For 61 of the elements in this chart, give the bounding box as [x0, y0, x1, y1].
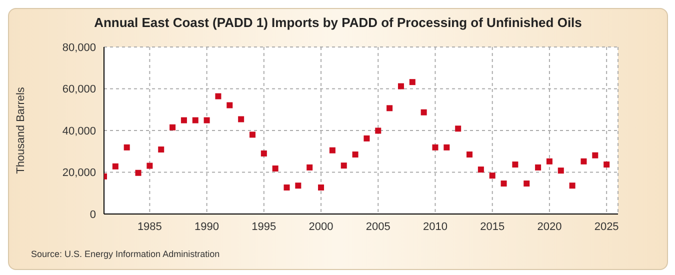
point: [124, 144, 130, 150]
point: [398, 83, 404, 90]
point: [238, 116, 244, 122]
point: [535, 164, 542, 170]
y-tick-label: 80,000: [62, 42, 96, 54]
point: [386, 105, 393, 112]
point: [260, 150, 267, 156]
x-tick-label: 1985: [137, 220, 162, 233]
y-tick-label: 0: [90, 208, 96, 221]
point: [180, 117, 187, 124]
x-tick-label: 2020: [537, 220, 562, 233]
point: [204, 117, 210, 124]
point: [478, 166, 484, 173]
point: [146, 162, 153, 169]
point: [569, 182, 576, 189]
point: [318, 184, 324, 190]
point: [249, 132, 256, 138]
point: [592, 152, 598, 158]
x-tick-label: 2005: [366, 220, 390, 233]
point: [409, 79, 416, 86]
point: [604, 162, 610, 168]
point: [340, 162, 347, 169]
x-tick-label: 2010: [423, 220, 448, 233]
y-axis-title: Thousand Barrels: [14, 86, 27, 174]
point: [272, 165, 278, 172]
point: [170, 124, 176, 130]
source-note: Source: U.S. Energy Information Administration: [31, 249, 220, 259]
point: [158, 146, 164, 152]
point: [215, 93, 222, 100]
point: [580, 158, 587, 164]
point: [226, 102, 233, 108]
x-tick-label: 2000: [308, 220, 334, 233]
point: [192, 117, 198, 124]
x-tick-label: 2025: [594, 220, 619, 233]
point: [432, 144, 438, 150]
point: [500, 180, 507, 187]
y-tick-label: 40,000: [62, 125, 96, 138]
x-tick-label: 1995: [252, 220, 276, 233]
point: [466, 152, 473, 158]
point: [284, 184, 290, 190]
point: [135, 170, 142, 176]
point: [455, 126, 462, 132]
y-tick-label: 60,000: [62, 84, 96, 96]
point: [112, 163, 118, 170]
point: [306, 164, 313, 170]
x-tick-label: 1990: [194, 220, 220, 233]
point: [352, 152, 358, 158]
point: [375, 128, 382, 134]
point: [364, 135, 370, 142]
chart-title: Annual East Coast (PADD 1) Imports by PADD of Processing of Unfinished Oils: [93, 15, 583, 30]
point: [444, 144, 450, 150]
point: [329, 147, 336, 154]
x-tick-label: 2015: [480, 220, 505, 233]
point: [420, 109, 427, 116]
point: [524, 180, 530, 187]
point: [295, 182, 302, 189]
y-tick-label: 20,000: [62, 167, 96, 180]
point: [546, 158, 552, 164]
point: [512, 162, 518, 168]
point: [489, 172, 496, 179]
point: [558, 168, 564, 174]
